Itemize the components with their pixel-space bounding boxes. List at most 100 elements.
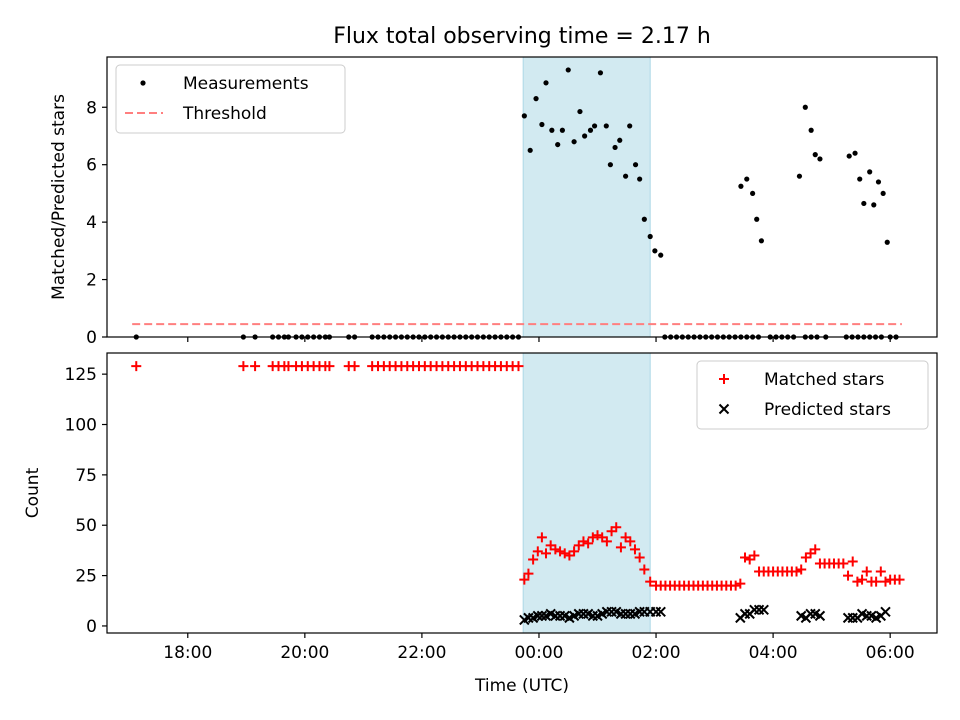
matched-star-marker: [583, 538, 594, 549]
ratio-y-tick-label: 0: [86, 328, 97, 348]
measurement-point: [867, 169, 873, 175]
matched-star-marker: [550, 544, 561, 555]
matched-star-marker: [810, 544, 821, 555]
matched-star-marker: [250, 361, 261, 372]
matched-star-marker: [894, 574, 905, 585]
predicted-star-marker: [536, 610, 548, 622]
ratio-y-tick-label: 4: [86, 213, 97, 233]
matched-star-marker: [639, 564, 650, 575]
matched-star-marker: [796, 564, 807, 575]
counts-y-tick-label: 100: [65, 416, 97, 436]
predicted-star-marker: [880, 606, 891, 618]
matched-star-marker: [528, 554, 539, 565]
measurement-point: [543, 80, 549, 86]
measurement-point: [565, 67, 571, 73]
measurement-point: [647, 233, 653, 240]
matched-star-marker: [519, 574, 530, 585]
predicted-star-marker: [650, 606, 662, 618]
matched-star-marker: [847, 556, 858, 567]
matched-star-marker: [625, 536, 636, 547]
matched-star-marker: [131, 361, 142, 372]
predicted-star-marker: [805, 608, 816, 620]
legend-layer: Measurements Threshold Matched stars Predic…: [115, 64, 929, 430]
ratio-y-tick-label: 6: [86, 156, 97, 176]
x-tick-label: 18:00: [163, 643, 212, 663]
matched-star-marker: [634, 552, 645, 563]
matched-star-marker: [555, 546, 566, 557]
matched-star-marker: [601, 536, 612, 547]
predicted-star-marker: [739, 608, 751, 620]
ratio-legend-box: [115, 64, 346, 134]
measurement-point: [738, 183, 744, 189]
axes-layer: 0 2 4 6 8 Matched/Predicted stars 0 25 50 75 100 12…: [23, 56, 938, 663]
counts-y-tick-label: 75: [75, 466, 97, 486]
matched-star-marker: [523, 568, 534, 579]
matched-star-marker: [532, 546, 543, 557]
measurement-point: [591, 123, 598, 129]
measurement-point: [533, 96, 539, 102]
counts-legend-box: [696, 360, 929, 430]
measurement-point: [652, 248, 658, 254]
matched-star-marker: [540, 548, 551, 559]
measurement-point: [555, 141, 561, 148]
measurement-point: [549, 127, 555, 133]
legend-label: Matched stars: [764, 370, 884, 390]
matched-star-marker: [838, 558, 849, 569]
measurement-point: [857, 176, 863, 182]
matched-star-marker: [861, 566, 872, 577]
measurement-point: [817, 156, 823, 162]
measurement-point: [875, 179, 882, 185]
data-layer: [131, 67, 905, 626]
matched-star-marker: [645, 576, 656, 587]
measurement-point: [861, 200, 867, 207]
legend-label: Measurements: [183, 74, 309, 94]
matched-star-marker: [749, 550, 760, 561]
matched-star-marker: [791, 566, 802, 577]
measurement-point: [750, 190, 756, 197]
counts-y-axis-label: Count: [23, 467, 43, 518]
x-tick-label: 22:00: [397, 643, 446, 663]
matched-star-marker: [569, 546, 580, 557]
measurement-point: [571, 139, 577, 145]
matched-star-marker: [730, 580, 741, 591]
matched-star-marker: [735, 578, 746, 589]
measurement-point: [812, 152, 818, 158]
highlight-spans: [522, 56, 651, 634]
matched-star-marker: [857, 574, 868, 585]
legend-label: Predicted stars: [764, 400, 891, 420]
counts-plot-frame: [106, 352, 938, 634]
measurement-point: [754, 216, 760, 222]
matched-star-marker: [587, 532, 598, 543]
matched-star-marker: [852, 576, 863, 587]
matched-star-marker: [536, 532, 547, 543]
measurement-point: [527, 147, 533, 153]
x-tick-label: 00:00: [514, 643, 563, 663]
matched-star-marker: [578, 536, 589, 547]
measurement-point: [796, 173, 803, 179]
matched-star-marker: [559, 548, 570, 559]
measurement-point: [623, 173, 629, 179]
x-tick-label: 06:00: [866, 643, 915, 663]
counts-y-tick-label: 50: [75, 516, 97, 536]
ratio-highlight-span: [522, 56, 651, 338]
matched-star-marker: [349, 361, 360, 372]
measurement-point: [577, 108, 583, 115]
matched-star-marker: [592, 530, 603, 541]
measurement-point: [641, 216, 647, 222]
measurement-point: [846, 153, 852, 159]
predicted-star-marker: [655, 606, 666, 618]
measurement-point: [880, 190, 886, 197]
counts-y-tick-label: 125: [65, 365, 97, 385]
matched-star-marker: [880, 576, 891, 587]
matched-star-marker: [611, 522, 622, 533]
chart-title: Flux total observing time = 2.17 h: [333, 24, 711, 49]
measurement-point: [617, 137, 623, 143]
measurement-point: [521, 113, 527, 119]
x-tick-label: 04:00: [749, 643, 798, 663]
counts-y-tick-label: 0: [86, 617, 97, 637]
predicted-star-marker: [814, 610, 826, 622]
matched-star-marker: [324, 361, 335, 372]
legend-label: Threshold: [182, 104, 267, 124]
x-tick-label: 20:00: [280, 643, 329, 663]
